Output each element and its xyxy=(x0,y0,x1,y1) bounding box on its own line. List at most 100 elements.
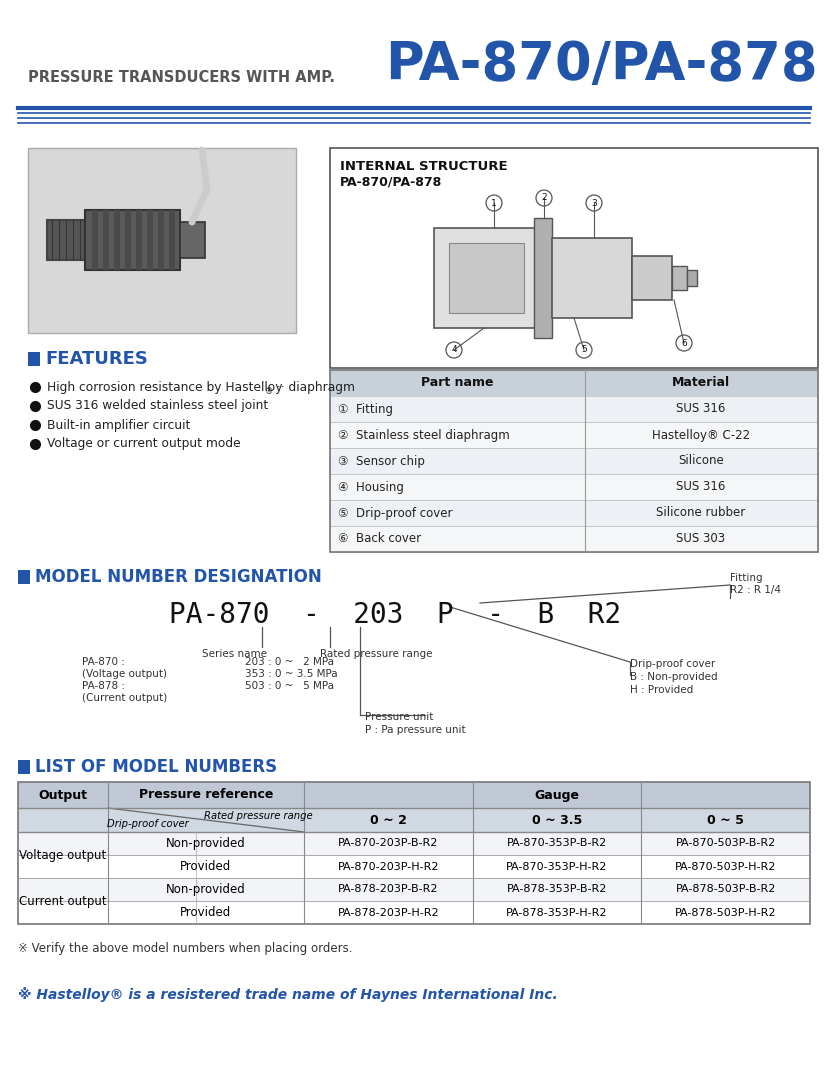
Bar xyxy=(330,370,817,396)
Text: SUS 303: SUS 303 xyxy=(676,533,724,546)
Text: 4: 4 xyxy=(451,346,457,355)
Bar xyxy=(28,352,40,366)
Bar xyxy=(18,832,809,855)
Text: PA-870  -  203  P  -  B  R2: PA-870 - 203 P - B R2 xyxy=(169,601,620,629)
Bar xyxy=(147,210,153,270)
Bar xyxy=(114,210,120,270)
Bar xyxy=(18,782,809,924)
Bar xyxy=(552,238,631,318)
Bar xyxy=(125,210,131,270)
Circle shape xyxy=(675,335,691,351)
Text: MODEL NUMBER DESIGNATION: MODEL NUMBER DESIGNATION xyxy=(35,568,322,586)
Text: PA-870-353P-B-R2: PA-870-353P-B-R2 xyxy=(506,838,606,848)
Text: Voltage or current output mode: Voltage or current output mode xyxy=(47,438,241,451)
Bar xyxy=(433,227,538,328)
Text: 3: 3 xyxy=(590,199,596,207)
Bar xyxy=(18,570,30,584)
Text: Fitting: Fitting xyxy=(729,574,762,583)
Text: 0 ~ 2: 0 ~ 2 xyxy=(370,814,406,827)
Text: P : Pa pressure unit: P : Pa pressure unit xyxy=(365,725,465,735)
Text: ※ Hastelloy® is a resistered trade name of Haynes International Inc.: ※ Hastelloy® is a resistered trade name … xyxy=(18,987,557,1002)
Text: B : Non-provided: B : Non-provided xyxy=(629,672,717,682)
Bar xyxy=(18,760,30,774)
Bar xyxy=(18,878,809,901)
Text: PA-878-353P-H-R2: PA-878-353P-H-R2 xyxy=(505,908,607,917)
Text: PA-870/PA-878: PA-870/PA-878 xyxy=(340,175,442,188)
Text: Current output: Current output xyxy=(19,895,107,908)
Text: 6: 6 xyxy=(681,339,686,347)
Text: Voltage output: Voltage output xyxy=(19,848,107,862)
Text: SUS 316 welded stainless steel joint: SUS 316 welded stainless steel joint xyxy=(47,399,268,412)
Bar xyxy=(18,782,809,808)
Circle shape xyxy=(485,195,501,211)
Text: ③  Sensor chip: ③ Sensor chip xyxy=(337,455,424,468)
Bar xyxy=(85,210,179,270)
Bar xyxy=(448,244,523,313)
Bar xyxy=(158,210,164,270)
Text: (Current output): (Current output) xyxy=(82,693,167,703)
Text: PA-870-203P-B-R2: PA-870-203P-B-R2 xyxy=(337,838,438,848)
Text: PA-878-203P-H-R2: PA-878-203P-H-R2 xyxy=(337,908,438,917)
Bar xyxy=(18,808,809,832)
Text: PRESSURE TRANSDUCERS WITH AMP.: PRESSURE TRANSDUCERS WITH AMP. xyxy=(28,70,335,85)
Text: ②  Stainless steel diaphragm: ② Stainless steel diaphragm xyxy=(337,428,509,441)
Circle shape xyxy=(535,190,552,206)
Text: PA-870/PA-878: PA-870/PA-878 xyxy=(385,40,817,91)
Text: PA-870-503P-B-R2: PA-870-503P-B-R2 xyxy=(675,838,775,848)
Bar xyxy=(330,148,817,368)
Text: Provided: Provided xyxy=(180,906,232,918)
Text: PA-870-353P-H-R2: PA-870-353P-H-R2 xyxy=(505,862,607,871)
Bar xyxy=(18,855,809,878)
Text: Output: Output xyxy=(38,788,88,801)
Bar xyxy=(47,220,85,260)
Text: ⑥  Back cover: ⑥ Back cover xyxy=(337,533,421,546)
Text: High corrosion resistance by Hastelloy: High corrosion resistance by Hastelloy xyxy=(47,380,282,393)
Bar xyxy=(169,210,174,270)
Text: ®: ® xyxy=(265,387,273,396)
Bar xyxy=(330,370,817,552)
Text: INTERNAL STRUCTURE: INTERNAL STRUCTURE xyxy=(340,159,507,173)
Text: ※ Verify the above model numbers when placing orders.: ※ Verify the above model numbers when pl… xyxy=(18,942,352,955)
Bar xyxy=(330,474,817,500)
Text: PA-878-353P-B-R2: PA-878-353P-B-R2 xyxy=(506,884,606,895)
Text: (Voltage output): (Voltage output) xyxy=(82,669,167,679)
Text: Drip-proof cover: Drip-proof cover xyxy=(629,659,715,669)
Text: Non-provided: Non-provided xyxy=(166,883,246,896)
Text: ·· diaphragm: ·· diaphragm xyxy=(273,380,355,393)
Text: Material: Material xyxy=(672,377,729,390)
Circle shape xyxy=(576,342,591,358)
Text: Gauge: Gauge xyxy=(534,788,579,801)
Text: 0 ~ 3.5: 0 ~ 3.5 xyxy=(531,814,581,827)
Text: 353 : 0 ~ 3.5 MPa: 353 : 0 ~ 3.5 MPa xyxy=(245,669,337,679)
Text: Hastelloy® C-22: Hastelloy® C-22 xyxy=(651,428,749,441)
Text: 503 : 0 ~   5 MPa: 503 : 0 ~ 5 MPa xyxy=(245,681,333,691)
Text: ①  Fitting: ① Fitting xyxy=(337,403,393,415)
Text: Pressure unit: Pressure unit xyxy=(365,712,433,722)
Text: Pressure reference: Pressure reference xyxy=(139,788,273,801)
Text: PA-870 :: PA-870 : xyxy=(82,657,125,668)
Bar xyxy=(28,148,295,333)
Text: PA-870-503P-H-R2: PA-870-503P-H-R2 xyxy=(674,862,776,871)
Bar xyxy=(330,500,817,527)
Text: LIST OF MODEL NUMBERS: LIST OF MODEL NUMBERS xyxy=(35,758,277,776)
Text: Drip-proof cover: Drip-proof cover xyxy=(107,818,189,829)
Text: Series name: Series name xyxy=(202,649,266,659)
Text: PA-878 :: PA-878 : xyxy=(82,681,125,691)
Circle shape xyxy=(446,342,461,358)
Text: PA-878-203P-B-R2: PA-878-203P-B-R2 xyxy=(337,884,438,895)
Bar xyxy=(18,901,809,924)
Text: FEATURES: FEATURES xyxy=(45,350,148,368)
Text: PA-878-503P-B-R2: PA-878-503P-B-R2 xyxy=(675,884,775,895)
Text: Silicone rubber: Silicone rubber xyxy=(656,506,745,519)
Bar xyxy=(136,210,141,270)
Text: PA-878-503P-H-R2: PA-878-503P-H-R2 xyxy=(674,908,776,917)
Bar xyxy=(631,256,672,300)
Text: Provided: Provided xyxy=(180,860,232,873)
Text: Part name: Part name xyxy=(420,377,493,390)
Text: ⑤  Drip-proof cover: ⑤ Drip-proof cover xyxy=(337,506,452,519)
Text: 2: 2 xyxy=(541,193,546,203)
Text: Rated pressure range: Rated pressure range xyxy=(319,649,432,659)
Text: 203 : 0 ~   2 MPa: 203 : 0 ~ 2 MPa xyxy=(245,657,333,668)
Bar xyxy=(92,210,98,270)
Bar xyxy=(686,270,696,286)
